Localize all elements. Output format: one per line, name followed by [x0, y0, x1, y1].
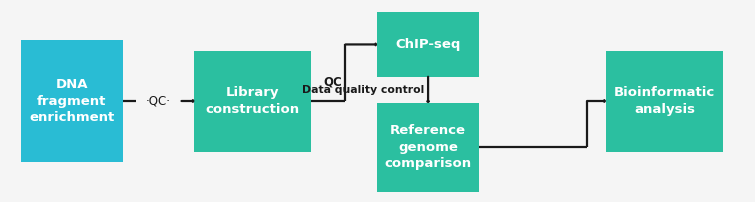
Text: Data quality control: Data quality control	[302, 85, 424, 95]
FancyBboxPatch shape	[606, 50, 723, 152]
Text: Library
construction: Library construction	[206, 86, 300, 116]
Text: DNA
fragment
enrichment: DNA fragment enrichment	[29, 78, 114, 124]
FancyBboxPatch shape	[377, 12, 479, 77]
Text: ChIP-seq: ChIP-seq	[396, 38, 461, 51]
FancyBboxPatch shape	[377, 103, 479, 192]
Text: Bioinformatic
analysis: Bioinformatic analysis	[614, 86, 715, 116]
Text: QC: QC	[323, 76, 341, 89]
Text: Reference
genome
comparison: Reference genome comparison	[384, 124, 472, 170]
FancyBboxPatch shape	[195, 50, 311, 152]
FancyBboxPatch shape	[20, 40, 122, 162]
Text: ·QC·: ·QC·	[146, 95, 171, 107]
